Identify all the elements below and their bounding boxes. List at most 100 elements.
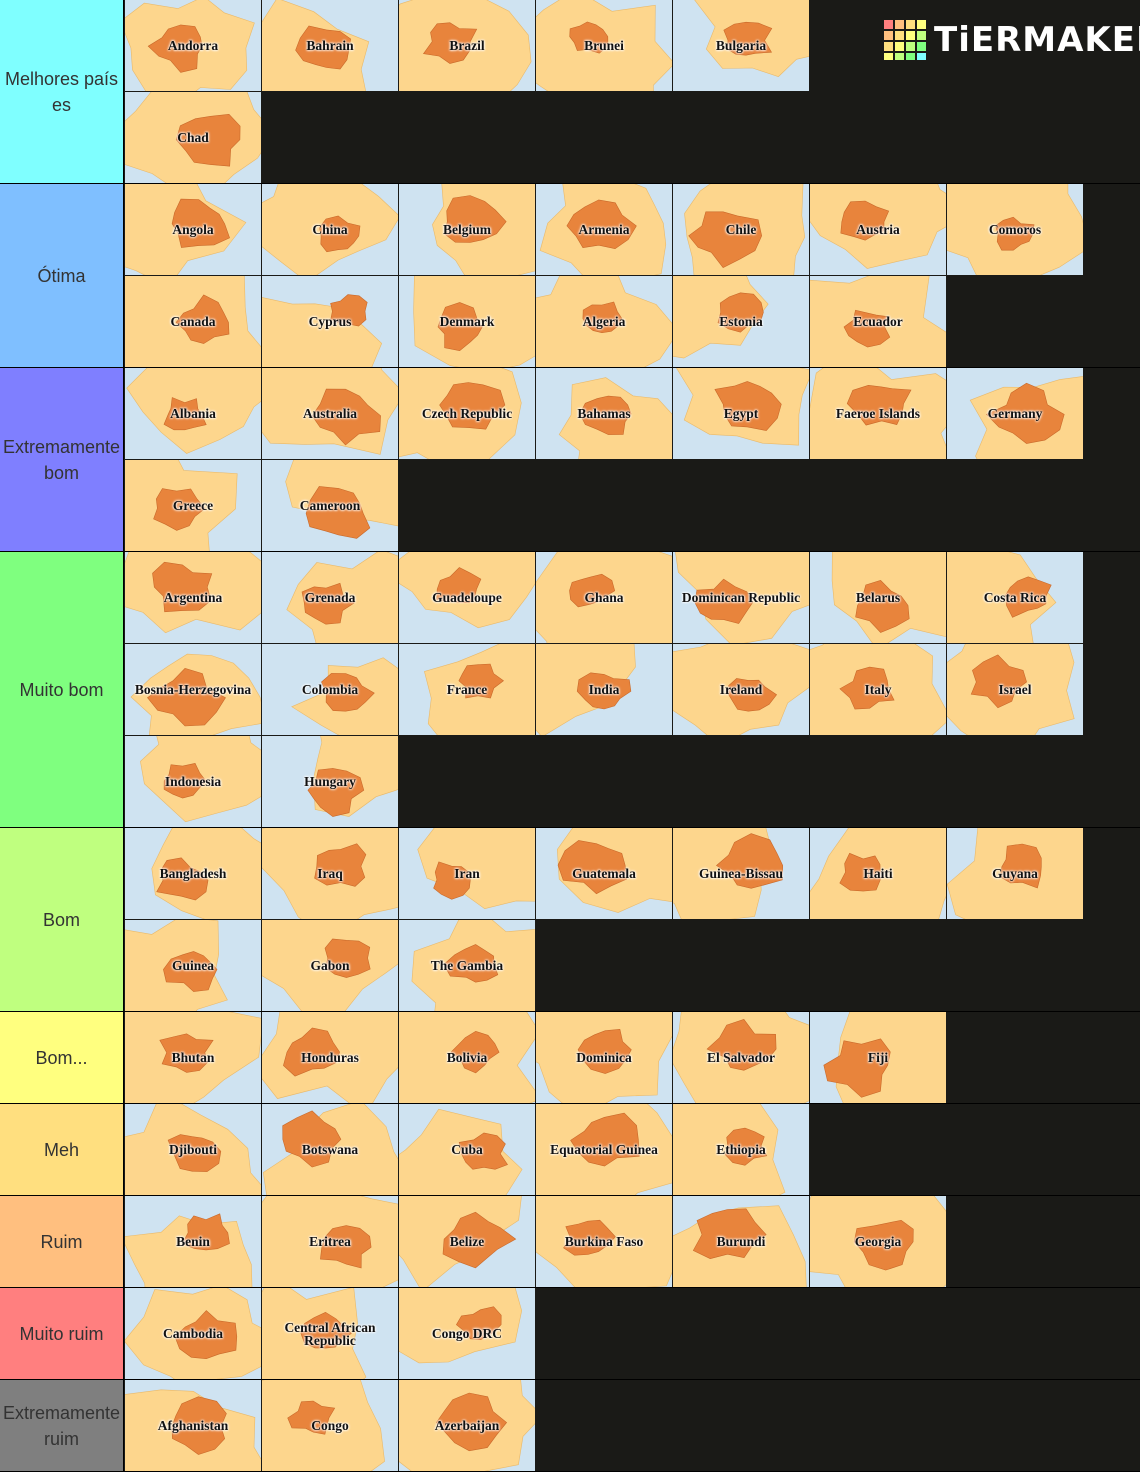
country-tile[interactable]: Algeria: [536, 276, 672, 367]
country-tile[interactable]: The Gambia: [399, 920, 535, 1011]
country-tile[interactable]: Burundi: [673, 1196, 809, 1287]
country-tile[interactable]: Canada: [125, 276, 261, 367]
country-tile[interactable]: Bulgaria: [673, 0, 809, 91]
country-tile[interactable]: Fiji: [810, 1012, 946, 1103]
country-name: Hungary: [304, 774, 356, 789]
country-tile[interactable]: Andorra: [125, 0, 261, 91]
country-tile[interactable]: Central African Republic: [262, 1288, 398, 1379]
country-name: Argentina: [163, 590, 223, 605]
country-tile[interactable]: Chile: [673, 184, 809, 275]
country-tile[interactable]: Estonia: [673, 276, 809, 367]
country-tile[interactable]: Eritrea: [262, 1196, 398, 1287]
country-tile[interactable]: Azerbaijan: [399, 1380, 535, 1471]
country-tile[interactable]: Cyprus: [262, 276, 398, 367]
country-tile[interactable]: Italy: [810, 644, 946, 735]
country-tile[interactable]: Hungary: [262, 736, 398, 827]
country-tile[interactable]: Austria: [810, 184, 946, 275]
country-tile[interactable]: Honduras: [262, 1012, 398, 1103]
country-tile[interactable]: Bhutan: [125, 1012, 261, 1103]
country-name: Ecuador: [853, 314, 903, 329]
map-country: [570, 1112, 640, 1167]
map-country: [330, 294, 368, 327]
country-tile[interactable]: Bahamas: [536, 368, 672, 459]
country-tile[interactable]: Israel: [947, 644, 1083, 735]
map-thumbnail: [823, 1012, 946, 1103]
country-tile[interactable]: Haiti: [810, 828, 946, 919]
country-tile[interactable]: Bangladesh: [125, 828, 261, 919]
country-tile[interactable]: Guadeloupe: [399, 552, 535, 643]
country-tile[interactable]: Argentina: [125, 552, 261, 643]
country-tile[interactable]: Iraq: [262, 828, 398, 919]
country-tile[interactable]: Guatemala: [536, 828, 672, 919]
country-tile[interactable]: Congo: [262, 1380, 398, 1471]
map-country: [283, 1027, 340, 1077]
country-tile[interactable]: Angola: [125, 184, 261, 275]
country-name: Egypt: [723, 406, 759, 421]
country-tile[interactable]: Faeroe Islands: [810, 368, 946, 459]
country-name: Iraq: [317, 866, 343, 881]
tier-row: Extremamente bom Albania Australia Czech Re…: [0, 368, 1140, 552]
country-tile[interactable]: Gabon: [262, 920, 398, 1011]
tier-row: Bom Bangladesh Iraq Iran Guatemala Guinea-Bis…: [0, 828, 1140, 1012]
country-tile[interactable]: Cambodia: [125, 1288, 261, 1379]
country-tile[interactable]: Indonesia: [125, 736, 261, 827]
country-tile[interactable]: Iran: [399, 828, 535, 919]
country-name: Fiji: [867, 1050, 889, 1065]
country-tile[interactable]: Costa Rica: [947, 552, 1083, 643]
country-tile[interactable]: Chad: [125, 92, 261, 183]
country-tile[interactable]: Botswana: [262, 1104, 398, 1195]
country-tile[interactable]: Czech Republic: [399, 368, 535, 459]
country-tile[interactable]: Greece: [125, 460, 261, 551]
country-tile[interactable]: France: [399, 644, 535, 735]
country-tile[interactable]: Grenada: [262, 552, 398, 643]
country-tile[interactable]: Ecuador: [810, 276, 946, 367]
country-tile[interactable]: Germany: [947, 368, 1083, 459]
country-tile[interactable]: Belgium: [399, 184, 535, 275]
map-thumbnail: [262, 1196, 398, 1287]
country-name: Gabon: [310, 958, 350, 973]
tier-items: Andorra Bahrain Brazil Brunei Bulgaria Chad: [124, 0, 810, 183]
country-tile[interactable]: Guinea: [125, 920, 261, 1011]
country-tile[interactable]: Brazil: [399, 0, 535, 91]
country-tile[interactable]: Denmark: [399, 276, 535, 367]
country-tile[interactable]: Colombia: [262, 644, 398, 735]
country-tile[interactable]: Egypt: [673, 368, 809, 459]
country-tile[interactable]: Burkina Faso: [536, 1196, 672, 1287]
country-tile[interactable]: Benin: [125, 1196, 261, 1287]
tier-row: Muito ruim Cambodia Central African Republ…: [0, 1288, 1140, 1380]
country-tile[interactable]: Georgia: [810, 1196, 946, 1287]
country-tile[interactable]: Australia: [262, 368, 398, 459]
country-tile[interactable]: Cameroon: [262, 460, 398, 551]
country-tile[interactable]: Dominican Republic: [673, 552, 809, 643]
country-name: Djibouti: [168, 1142, 217, 1157]
map-thumbnail: [684, 184, 806, 275]
map-country: [167, 1134, 222, 1172]
country-tile[interactable]: Bosnia-Herzegovina: [125, 644, 261, 735]
country-tile[interactable]: Comoros: [947, 184, 1083, 275]
map-country: [443, 944, 499, 983]
country-tile[interactable]: Cuba: [399, 1104, 535, 1195]
country-tile[interactable]: Belize: [399, 1196, 535, 1287]
country-tile[interactable]: Ireland: [673, 644, 809, 735]
country-tile[interactable]: Ghana: [536, 552, 672, 643]
country-tile[interactable]: Guinea-Bissau: [673, 828, 809, 919]
country-name: Azerbaijan: [434, 1418, 500, 1433]
country-tile[interactable]: Armenia: [536, 184, 672, 275]
country-tile[interactable]: India: [536, 644, 672, 735]
country-tile[interactable]: Belarus: [810, 552, 946, 643]
country-tile[interactable]: Bahrain: [262, 0, 398, 91]
logo-icon: [884, 20, 926, 60]
country-tile[interactable]: Dominica: [536, 1012, 672, 1103]
country-tile[interactable]: Equatorial Guinea: [536, 1104, 672, 1195]
country-tile[interactable]: Guyana: [947, 828, 1083, 919]
country-tile[interactable]: Afghanistan: [125, 1380, 261, 1471]
country-tile[interactable]: Congo DRC: [399, 1288, 535, 1379]
country-tile[interactable]: Ethiopia: [673, 1104, 809, 1195]
country-tile[interactable]: Bolivia: [399, 1012, 535, 1103]
country-tile[interactable]: Djibouti: [125, 1104, 261, 1195]
country-tile[interactable]: China: [262, 184, 398, 275]
country-tile[interactable]: El Salvador: [673, 1012, 809, 1103]
map-country: [450, 1030, 500, 1074]
country-tile[interactable]: Brunei: [536, 0, 672, 91]
country-tile[interactable]: Albania: [125, 368, 261, 459]
